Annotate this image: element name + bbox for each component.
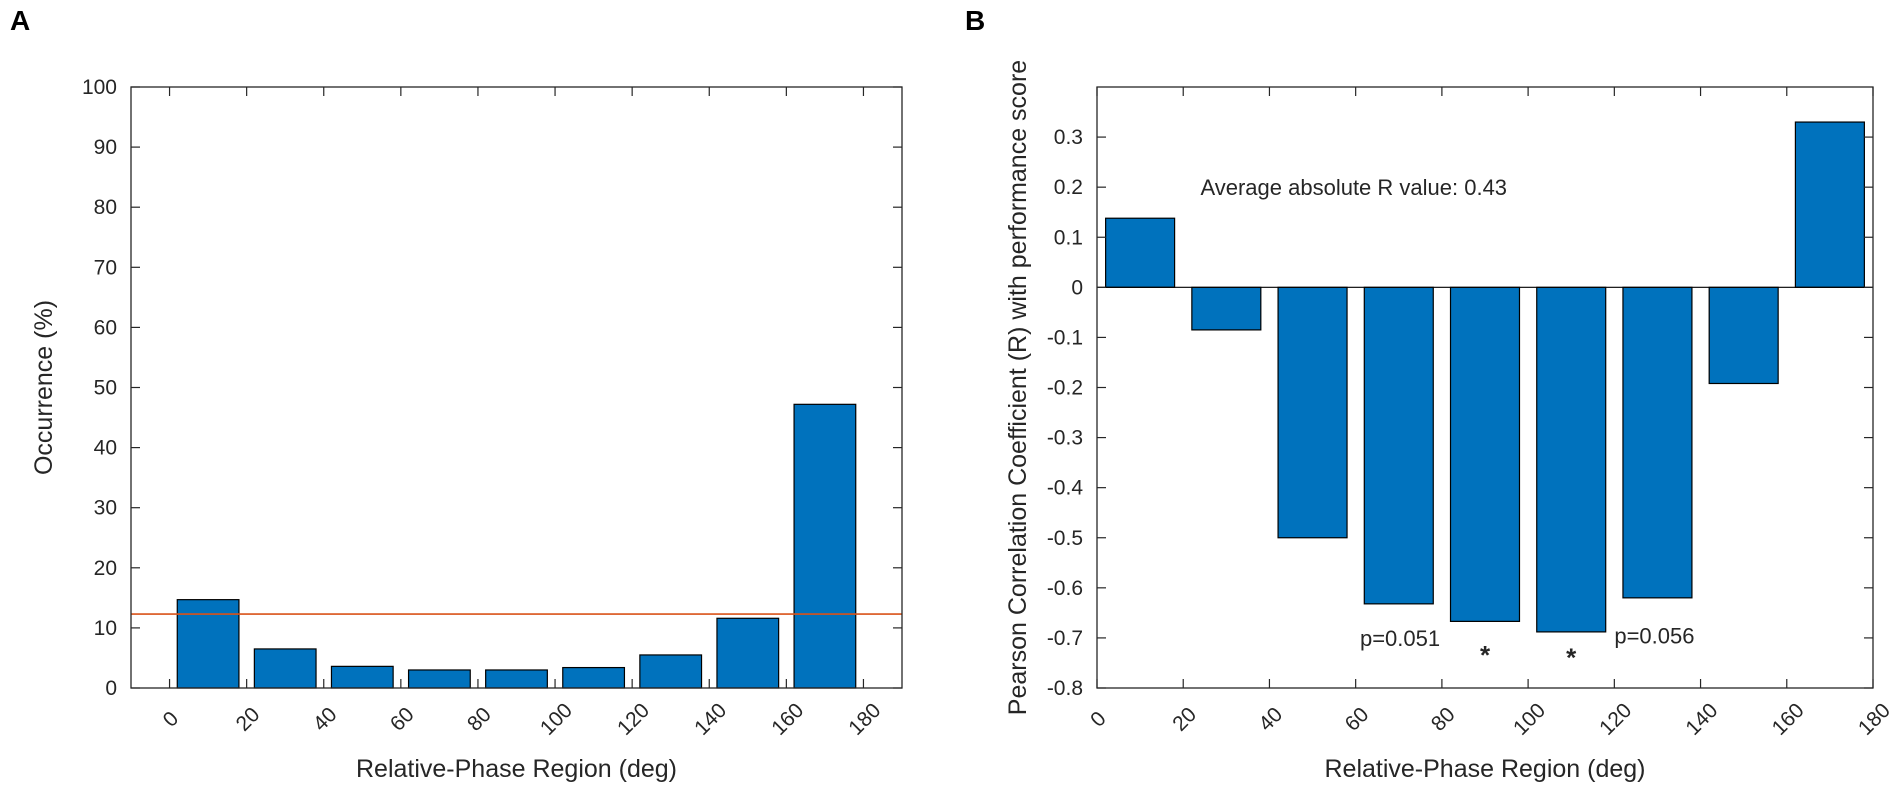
annotation: Average absolute R value: 0.43 [1200,175,1507,200]
annotation: p=0.051 [1360,626,1440,651]
x-tick-label: 140 [1681,699,1722,740]
annotation: p=0.056 [1614,623,1694,648]
y-tick-label: 0.2 [1054,176,1083,199]
x-tick-label: 40 [1254,703,1287,736]
x-tick-label: 40 [309,703,342,736]
x-tick-label: 180 [1854,699,1895,740]
x-tick-label: 20 [1168,703,1201,736]
panel-label: B [965,5,985,36]
bar [407,669,471,689]
y-tick-label: -0.8 [1047,677,1083,700]
y-tick-label: -0.7 [1047,627,1083,650]
significance-star: * [1480,640,1491,670]
y-tick-label: -0.1 [1047,326,1083,349]
bar [1536,286,1607,633]
significance-star: * [1566,642,1577,672]
panel-label: A [10,5,30,36]
x-tick-label: 0 [159,707,184,732]
axes-box [130,86,903,689]
bar [562,666,626,689]
y-axis-label: Pearson Correlation Coefficient (R) with… [1004,60,1032,715]
y-tick-label: -0.3 [1047,427,1083,450]
x-axis-label: Relative-Phase Region (deg) [356,755,677,783]
y-tick-label: 60 [94,316,117,339]
y-tick-label: 40 [94,437,117,460]
x-tick-label: 160 [767,699,808,740]
x-tick-label: 80 [1427,703,1460,736]
y-tick-label: 10 [94,617,117,640]
y-tick-label: -0.2 [1047,377,1083,400]
y-tick-label: -0.4 [1047,477,1084,500]
y-tick-label: 0 [105,677,117,700]
bar [716,617,780,689]
y-tick-label: -0.5 [1047,527,1083,550]
panel-a: A 0 20 40 60 80 100 120 140 160 180 0 10 20 30 40 50 60 70… [10,5,903,783]
y-tick-label: 30 [94,497,117,520]
x-tick-label: 60 [386,703,419,736]
x-tick-label: 0 [1086,707,1111,732]
x-axis-label: Relative-Phase Region (deg) [1324,755,1645,783]
y-tick-label: 0 [1071,276,1083,299]
y-tick-label: 90 [94,136,117,159]
y-tick-label: 50 [94,377,117,400]
y-tick-label: 20 [94,557,117,580]
y-axis-label: Occurrence (%) [30,300,58,475]
y-tick-label: 70 [94,256,117,279]
bar [1363,286,1434,605]
bar [1191,286,1262,331]
x-tick-label: 100 [1509,699,1550,740]
bar [1708,286,1779,385]
y-tick-label: 0.3 [1054,126,1083,149]
bar [176,599,240,689]
bar [1449,286,1521,622]
y-tick-label: 80 [94,196,117,219]
y-tick-label: 0.1 [1054,226,1083,249]
x-tick-label: 60 [1341,703,1374,736]
x-tick-label: 140 [690,699,731,740]
bar [253,648,317,689]
bar [1277,286,1348,539]
x-tick-label: 80 [463,703,496,736]
bar [1794,121,1865,288]
x-tick-label: 20 [232,703,265,736]
y-tick-label: -0.6 [1047,577,1083,600]
bar [330,665,394,689]
x-tick-label: 180 [844,699,885,740]
bar [1105,217,1176,288]
x-tick-label: 160 [1768,699,1809,740]
x-tick-label: 100 [536,699,577,740]
bar [793,403,857,689]
bar [639,654,703,689]
y-tick-label: 100 [82,76,117,99]
panel-b: B 0 20 40 60 80 100 120 140 160 180 0.3 0.2 0.1 0 -0.1 -… [965,5,1895,783]
x-tick-label: 120 [613,699,654,740]
bar [1622,286,1693,599]
x-tick-label: 120 [1595,699,1636,740]
bar [485,669,548,689]
